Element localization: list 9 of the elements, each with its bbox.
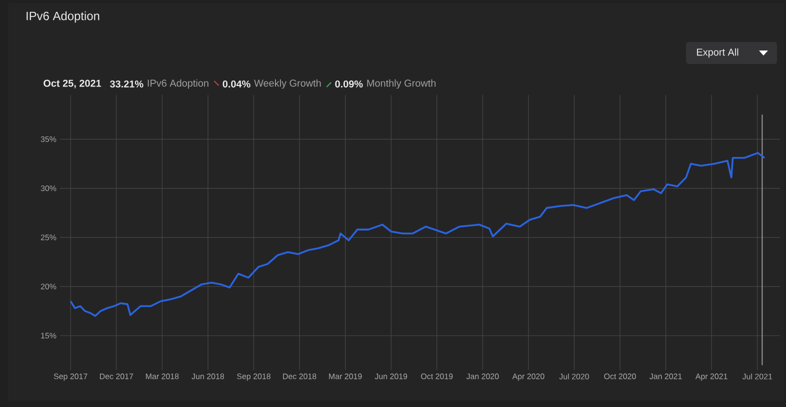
text: 0.04% — [222, 80, 250, 88]
text: Weekly Growth — [254, 79, 321, 89]
text: Export All — [697, 48, 738, 58]
text: Oct 25, 2021 — [44, 80, 102, 88]
text: 33.21% — [110, 80, 144, 88]
chart-title: IPv6 Adoption — [26, 11, 100, 23]
text: Monthly Growth — [367, 79, 436, 89]
text: 0.09% — [335, 80, 363, 88]
text: IPv6 Adoption — [148, 79, 208, 89]
